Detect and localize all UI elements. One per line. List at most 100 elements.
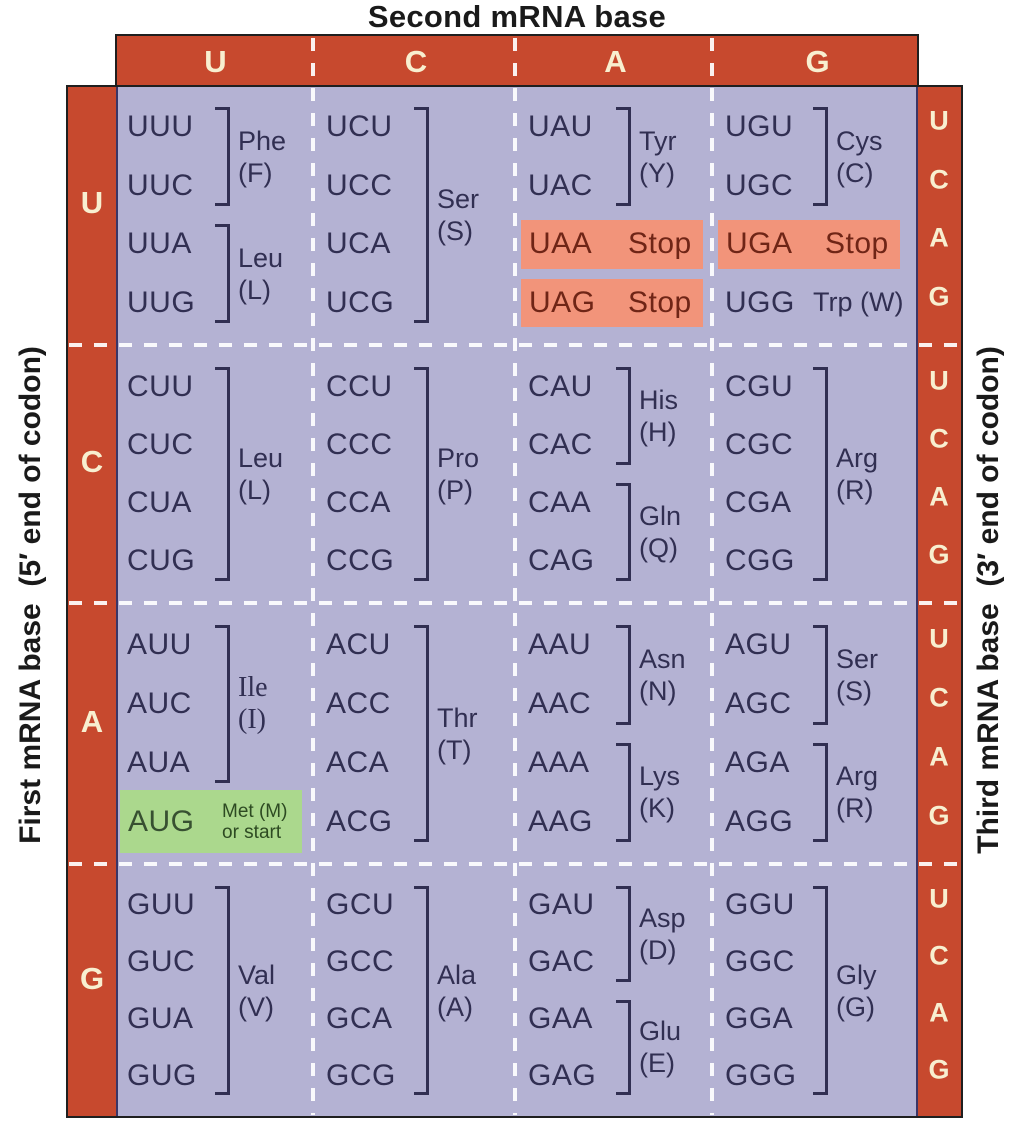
codon: UGA [726, 227, 793, 261]
codon: GUG [127, 1058, 197, 1092]
amino-acid-label-line: (C) [836, 157, 874, 188]
amino-acid-label: Tyr (Y) [639, 98, 677, 215]
codon-row: UGG Trp (W) [725, 274, 919, 333]
codon-list: AUU AUC AUA [127, 616, 215, 792]
second-base-header-A: A [604, 44, 627, 79]
stop-label: Stop [628, 227, 692, 261]
stop-codon-row: UAA Stop [521, 215, 712, 274]
codon: GCA [326, 1001, 393, 1035]
codon: CCG [326, 544, 395, 577]
amino-acid-label-line: (N) [639, 675, 677, 706]
third-base-label-U: U [929, 623, 949, 654]
grid-divider-horizontal [69, 862, 961, 866]
codon-group: ACU ACC ACA ACG Thr (T) [326, 616, 515, 851]
amino-acid-label-line: Val [238, 959, 276, 990]
bracket [616, 107, 631, 206]
amino-acid-label: Ile (I) [238, 616, 268, 792]
stop-codon-highlight: UGA Stop [718, 220, 900, 269]
codon-group: CAU CAC His (H) [528, 358, 712, 474]
grid-divider-horizontal [69, 343, 961, 347]
bracket [215, 224, 230, 323]
codon: ACG [326, 804, 393, 838]
codon: AGC [725, 687, 792, 721]
amino-acid-label-line: (Q) [639, 533, 678, 563]
codon: CGA [725, 486, 792, 519]
amino-acid-label-line: Arg [836, 761, 879, 792]
axis-label-first-base: First mRNA base (5′ end of codon) [14, 346, 47, 844]
axis-label-third-base: Third mRNA base (3′ end of codon) [972, 346, 1005, 854]
third-base-label-C: C [929, 682, 949, 713]
amino-acid-label-line: (S) [437, 216, 473, 246]
amino-acid-label: Gln (Q) [639, 474, 681, 590]
amino-acid-label-line: (H) [639, 417, 677, 447]
third-base-label-A: A [929, 741, 949, 772]
amino-acid-label-line: Phe [238, 125, 287, 156]
stop-label: Stop [628, 285, 692, 319]
codon-cell-CA: CAU CAC His (H) CAA CAG Gln (Q) [515, 345, 712, 603]
third-base-label-U: U [929, 365, 949, 396]
second-base-header-G: G [805, 44, 830, 79]
codon-cell-AA: AAU AAC Asn (N) AAA AAG Lys (K) [515, 603, 712, 864]
codon: CGG [725, 544, 795, 577]
third-base-label-C: C [929, 164, 949, 195]
amino-acid-label-line: (S) [836, 675, 872, 706]
codon-group: GAU GAC Asp (D) [528, 877, 712, 991]
codon: CAA [528, 486, 592, 519]
codon: AGA [725, 745, 790, 779]
codon: UGU [725, 110, 794, 144]
codon-group: AUU AUC AUA Ile (I) [127, 616, 313, 792]
codon-cell-UU: UUU UUC Phe (F) UUA UUG Leu (L) [114, 85, 313, 345]
codon-group: UGU UGC Cys (C) [725, 98, 919, 215]
codon: CCC [326, 428, 393, 461]
amino-acid-label: Asn (N) [639, 616, 686, 734]
codon: GAC [528, 945, 595, 979]
codon: AUA [127, 745, 191, 779]
codon: UUA [127, 227, 192, 261]
amino-acid-label-line: (E) [639, 1048, 675, 1079]
codon: AAA [528, 745, 590, 779]
codon-list: CGU CGC CGA CGG [725, 358, 813, 590]
codon: UCA [326, 227, 391, 261]
amino-acid-label-line: Ala [437, 959, 477, 990]
codon: AAC [528, 687, 592, 721]
third-base-label-A: A [929, 997, 949, 1028]
codon-group: GGU GGC GGA GGG Gly (G) [725, 877, 919, 1104]
amino-acid-label-line: (V) [238, 991, 274, 1022]
stop-codon-highlight: UAA Stop [521, 220, 703, 269]
amino-acid-label: Glu (E) [639, 991, 681, 1105]
amino-acid-label-line: Ile [238, 672, 268, 704]
second-base-header-C: C [404, 44, 428, 79]
codon: UCC [326, 168, 393, 202]
codon: GCG [326, 1058, 396, 1092]
codon: UCU [326, 110, 393, 144]
codon: GAA [528, 1001, 593, 1035]
codon: UUG [127, 285, 196, 319]
codon-group: AAA AAG Lys (K) [528, 734, 712, 852]
codon: CGC [725, 428, 794, 461]
codon: CUU [127, 370, 194, 403]
amino-acid-label: Pro (P) [437, 358, 479, 590]
stop-codon-highlight: UAG Stop [521, 278, 703, 327]
amino-acid-label-line: Ser [437, 184, 480, 214]
amino-acid-label: Leu (L) [238, 215, 283, 332]
codon-list: AAU AAC [528, 616, 616, 734]
codon-cell-GA: GAU GAC Asp (D) GAA GAG Glu (E) [515, 864, 712, 1117]
amino-acid-label: His (H) [639, 358, 678, 474]
codon: CUG [127, 544, 196, 577]
amino-acid-label-line: (R) [836, 793, 874, 824]
first-base-label-U: U [80, 185, 104, 220]
bracket [616, 886, 631, 982]
figure-title: Second mRNA base [367, 0, 667, 34]
codon-cell-AG: AGU AGC Ser (S) AGA AGG Arg (R) [712, 603, 919, 864]
amino-acid-label-line: (Y) [639, 157, 675, 188]
bracket [616, 367, 631, 465]
codon-group: UCU UCC UCA UCG Ser (S) [326, 98, 515, 332]
amino-acid-label-line: (I) [238, 704, 266, 736]
amino-acid-label-line: Leu [238, 443, 284, 473]
codon: AGU [725, 628, 792, 662]
amino-acid-label: Asp (D) [639, 877, 686, 991]
first-base-label-G: G [79, 960, 105, 996]
bracket [215, 107, 230, 206]
amino-acid-label: Arg (R) [836, 734, 878, 852]
